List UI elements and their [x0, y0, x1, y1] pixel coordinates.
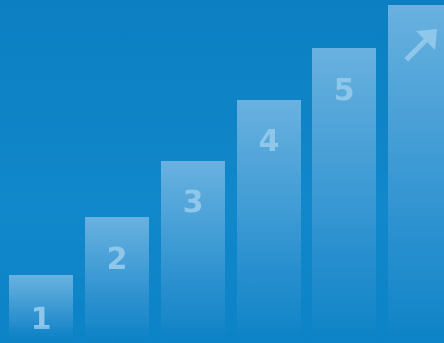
floor-fade [0, 325, 444, 343]
step-bar-5: 5 [312, 48, 376, 343]
arrow-up-right-icon [404, 29, 437, 62]
step-bar-2: 2 [85, 217, 149, 343]
step-bar-6 [388, 5, 444, 343]
step-label-3: 3 [182, 185, 204, 220]
step-label-4: 4 [258, 124, 280, 159]
step-label-2: 2 [106, 242, 128, 277]
step-bar-4: 4 [237, 100, 301, 343]
step-label-5: 5 [333, 73, 355, 108]
step-bar-3: 3 [161, 161, 225, 343]
